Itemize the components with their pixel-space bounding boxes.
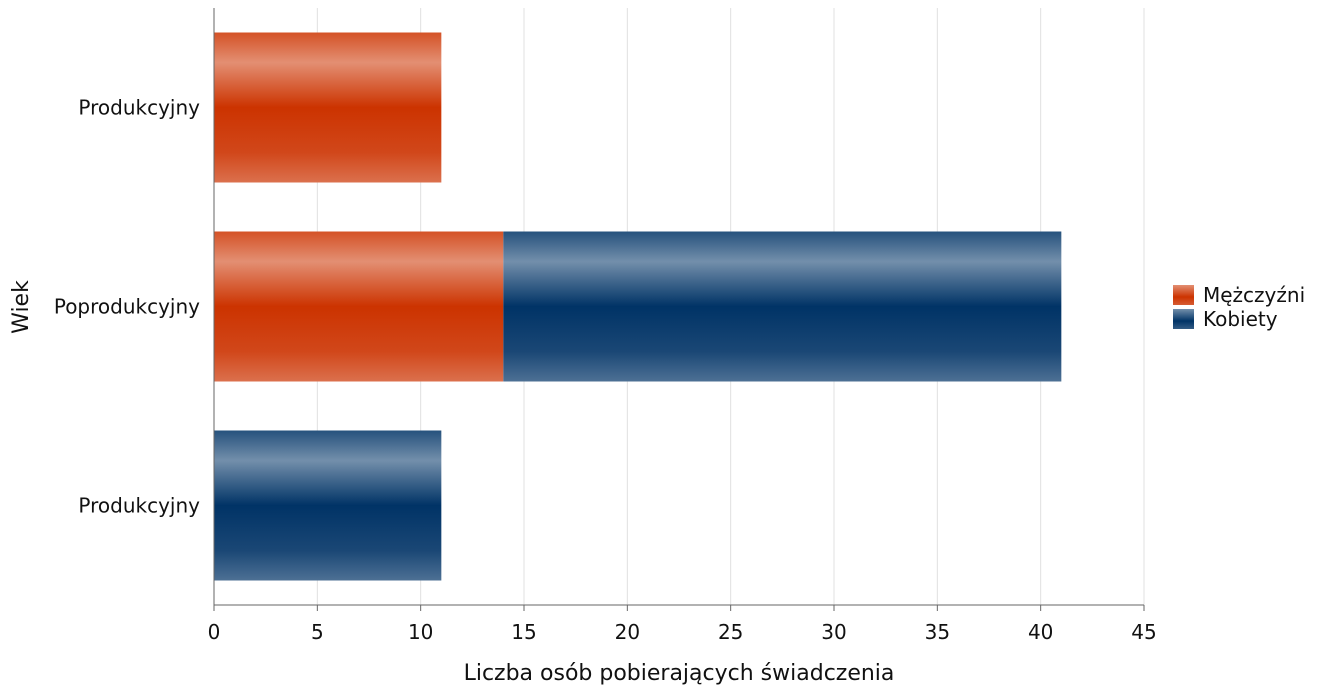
x-axis-title: Liczba osób pobierających świadczenia	[464, 661, 895, 686]
x-tick-label-20: 20	[615, 620, 640, 644]
legend-label-kobiety: Kobiety	[1203, 307, 1278, 331]
bars	[214, 32, 1062, 581]
x-tick-label-5: 5	[311, 620, 324, 644]
axes: 0 5 10 15 20 25 30 35 40 45 Produkcyjny Poprodukcyj…	[54, 8, 1157, 644]
bar-1-mężczyźni	[214, 32, 442, 183]
bar-3-kobiety	[214, 430, 442, 581]
x-tick-label-10: 10	[408, 620, 433, 644]
bar-2-kobiety	[503, 231, 1062, 382]
category-label-3: Produkcyjny	[78, 494, 200, 518]
x-tick-label-15: 15	[511, 620, 536, 644]
legend-label-mężczyźni: Mężczyźni	[1203, 283, 1305, 307]
category-label-1: Produkcyjny	[78, 96, 200, 120]
x-tick-label-40: 40	[1028, 620, 1053, 644]
legend-swatch-mężczyźni	[1173, 285, 1194, 305]
x-tick-label-45: 45	[1131, 620, 1156, 644]
x-tick-label-35: 35	[925, 620, 950, 644]
x-tick-label-0: 0	[208, 620, 221, 644]
bar-2-mężczyźni	[214, 231, 504, 382]
x-tick-label-25: 25	[718, 620, 743, 644]
category-label-2: Poprodukcyjny	[54, 295, 200, 319]
y-axis-title: Wiek	[9, 280, 34, 334]
x-tick-label-30: 30	[821, 620, 846, 644]
legend-swatch-kobiety	[1173, 309, 1194, 329]
